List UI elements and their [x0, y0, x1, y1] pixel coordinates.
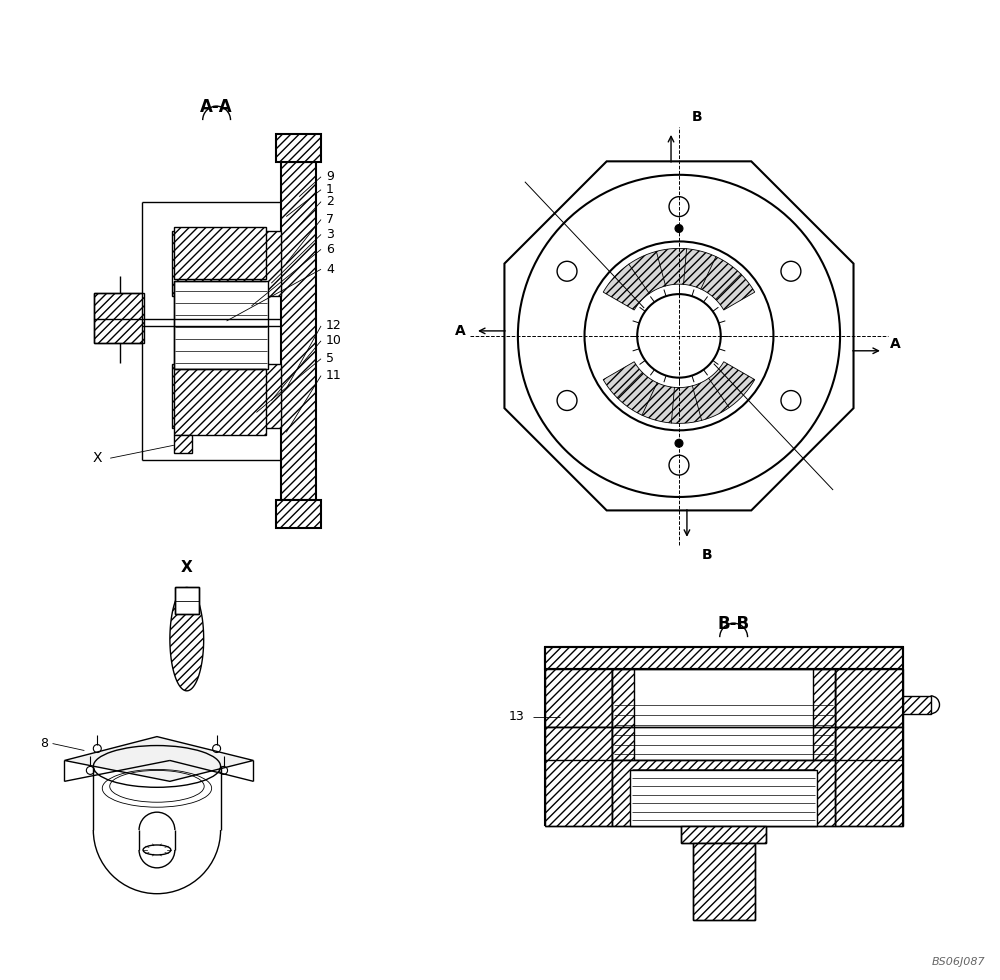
Bar: [281, 162, 316, 500]
Text: 4: 4: [326, 263, 334, 275]
Text: A-A: A-A: [200, 98, 233, 117]
Bar: [174, 281, 268, 368]
Text: 3: 3: [326, 228, 334, 241]
Bar: [545, 647, 903, 669]
Bar: [693, 843, 755, 919]
Circle shape: [675, 224, 683, 232]
Bar: [174, 435, 192, 453]
Bar: [630, 770, 817, 826]
Text: A: A: [890, 337, 901, 351]
Bar: [545, 669, 612, 726]
Polygon shape: [64, 737, 253, 781]
Bar: [276, 134, 321, 162]
Text: 1: 1: [326, 183, 334, 196]
Bar: [172, 364, 281, 428]
Bar: [174, 368, 266, 435]
Text: 5: 5: [326, 352, 334, 366]
Bar: [612, 760, 835, 826]
Text: B: B: [692, 110, 702, 124]
Polygon shape: [170, 587, 204, 691]
Bar: [174, 227, 266, 279]
Bar: [545, 726, 612, 826]
Text: 6: 6: [326, 243, 334, 256]
Polygon shape: [603, 248, 755, 310]
Text: X: X: [181, 560, 193, 575]
Text: 8: 8: [41, 737, 49, 750]
Text: 11: 11: [326, 369, 342, 382]
Polygon shape: [603, 362, 755, 423]
Bar: [681, 826, 766, 843]
Text: X: X: [93, 451, 102, 465]
Bar: [612, 669, 634, 760]
Text: 13: 13: [509, 710, 525, 723]
Text: 12: 12: [326, 319, 342, 332]
Bar: [612, 669, 835, 760]
Bar: [835, 726, 903, 826]
Bar: [835, 669, 903, 726]
Text: B: B: [702, 548, 712, 562]
Text: B-B: B-B: [718, 615, 750, 633]
Bar: [94, 293, 144, 343]
Text: 9: 9: [326, 171, 334, 183]
Bar: [903, 696, 931, 713]
Circle shape: [675, 439, 683, 447]
Text: 7: 7: [326, 213, 334, 226]
Text: 2: 2: [326, 195, 334, 208]
Text: BS06J087: BS06J087: [932, 957, 985, 967]
Text: 10: 10: [326, 334, 342, 347]
Text: A: A: [455, 324, 466, 338]
Bar: [813, 669, 835, 760]
Bar: [172, 231, 281, 296]
Bar: [276, 500, 321, 528]
Bar: [175, 587, 199, 614]
